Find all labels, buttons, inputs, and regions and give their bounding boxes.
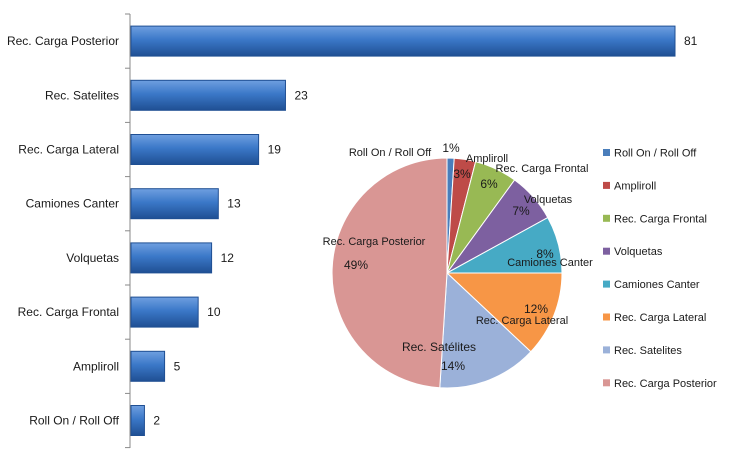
- bar-chart: Rec. Carga Posterior 81 Rec. Satelites 23 Re…: [7, 13, 698, 449]
- legend-swatch: [603, 181, 610, 189]
- pie-percent-label: 12%: [524, 302, 548, 316]
- bar: [130, 188, 219, 220]
- pie-slice-label: Rec. Carga Lateral: [476, 315, 568, 327]
- pie-chart: Roll On / Roll Off 1% Ampliroll 3% Rec. Carg…: [323, 141, 593, 389]
- legend-swatch: [603, 149, 610, 156]
- pie-percent-label: 6%: [480, 177, 498, 191]
- y-tick-label: Volquetas: [66, 251, 119, 265]
- legend-label: Roll On / Roll Off: [614, 148, 697, 160]
- pie-percent-label: 8%: [536, 247, 554, 261]
- y-tick-label: Ampliroll: [73, 359, 119, 373]
- y-tick-label: Rec. Carga Frontal: [18, 305, 119, 319]
- y-tick-label: Roll On / Roll Off: [29, 414, 119, 428]
- legend-label: Rec. Carga Lateral: [614, 312, 706, 324]
- bar-data-label: 13: [227, 197, 241, 211]
- y-tick-label: Camiones Canter: [26, 197, 119, 211]
- bar-data-label: 23: [294, 88, 308, 102]
- bar: [130, 79, 286, 111]
- legend-swatch: [603, 313, 610, 321]
- pie-legend: Roll On / Roll Off Ampliroll Rec. Carga Fr…: [603, 148, 717, 390]
- pie-slice-label: Camiones Canter: [507, 257, 593, 269]
- bar: [130, 134, 260, 165]
- pie-percent-label: 7%: [512, 204, 530, 218]
- pie-slice-label: Rec. Satélites: [402, 340, 476, 354]
- bar: [130, 405, 145, 436]
- pie-slice: [439, 271, 532, 389]
- y-tick-label: Rec. Carga Posterior: [7, 34, 119, 48]
- legend-label: Ampliroll: [614, 180, 656, 192]
- pie-slice-label: Rec. Carga Posterior: [323, 236, 426, 248]
- y-tick-label: Rec. Satelites: [45, 88, 119, 102]
- bar-data-label: 19: [268, 143, 282, 157]
- legend-label: Rec. Carga Frontal: [614, 213, 707, 225]
- legend-swatch: [603, 214, 610, 222]
- y-tick-label: Rec. Carga Lateral: [18, 143, 119, 157]
- legend-label: Rec. Satelites: [614, 345, 682, 357]
- bar-data-label: 2: [153, 414, 160, 428]
- bar: [130, 25, 676, 57]
- pie-slice-label: Roll On / Roll Off: [349, 147, 432, 159]
- bar: [130, 296, 199, 328]
- bar-data-label: 5: [174, 359, 181, 373]
- pie-percent-label: 3%: [453, 167, 471, 181]
- pie-slice-label: Rec. Carga Frontal: [496, 163, 589, 175]
- bar-data-label: 10: [207, 305, 221, 319]
- legend-label: Volquetas: [614, 246, 663, 258]
- bar: [130, 350, 166, 382]
- legend-label: Camiones Canter: [614, 279, 700, 291]
- pie-slice: [331, 157, 448, 389]
- pie-slice-label: Volquetas: [524, 194, 573, 206]
- bar-data-label: 12: [221, 251, 235, 265]
- pie-percent-label: 49%: [344, 258, 368, 272]
- legend-swatch: [603, 280, 610, 288]
- pie-percent-label: 14%: [441, 359, 465, 373]
- legend-label: Rec. Carga Posterior: [614, 378, 717, 390]
- pie-percent-label: 1%: [442, 141, 460, 155]
- pie-slice-label: Ampliroll: [466, 153, 508, 165]
- bar: [130, 242, 213, 274]
- legend-swatch: [603, 247, 610, 255]
- pie-slice: [445, 272, 563, 353]
- legend-swatch: [603, 379, 610, 387]
- bar-data-label: 81: [684, 34, 698, 48]
- legend-swatch: [603, 346, 610, 354]
